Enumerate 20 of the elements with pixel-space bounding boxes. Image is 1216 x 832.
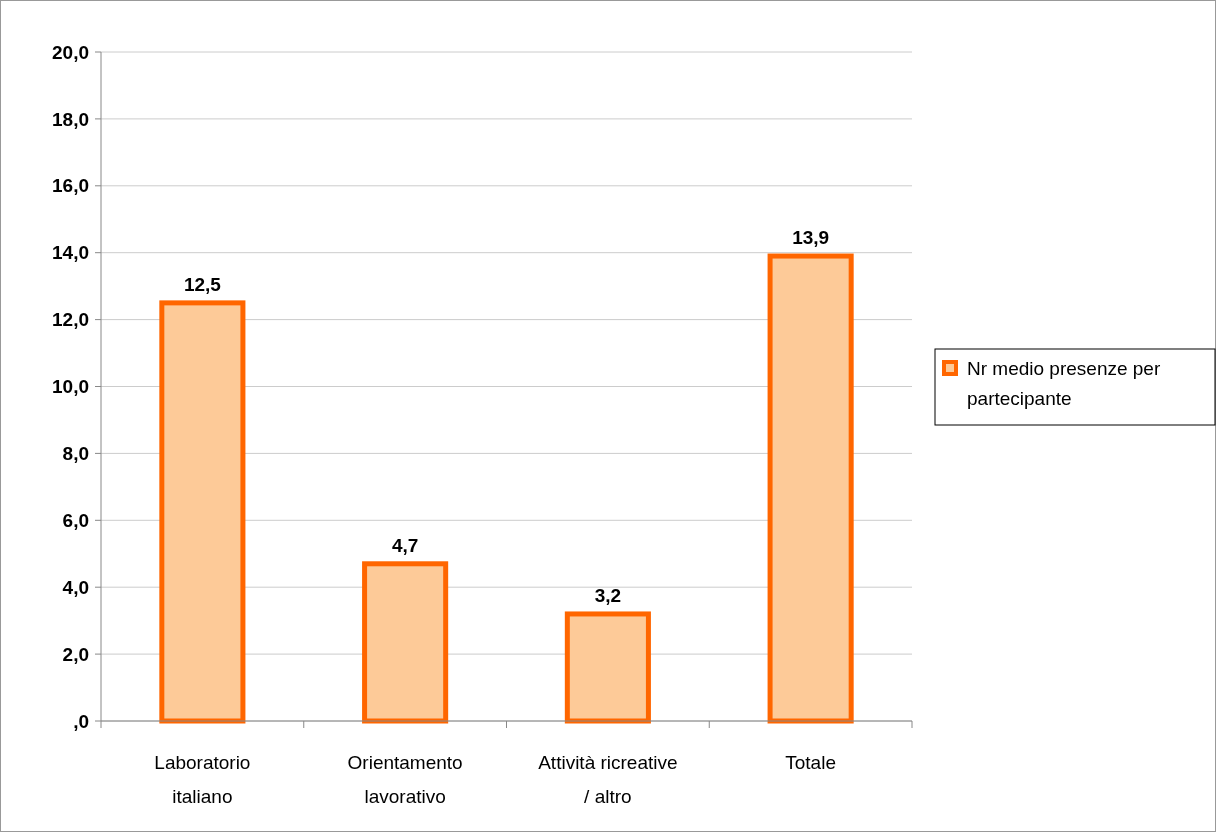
y-tick-label: 6,0 [62, 509, 89, 531]
y-tick-label: 20,0 [52, 41, 89, 63]
y-tick-label: 10,0 [52, 376, 89, 398]
data-label: 12,5 [183, 273, 222, 295]
y-tick-label: 2,0 [62, 643, 89, 665]
y-tick-label: 16,0 [52, 175, 89, 197]
data-label: 13,9 [792, 227, 830, 249]
x-tick-label: Laboratorio italiano [154, 752, 251, 807]
y-tick-label: 8,0 [62, 443, 89, 465]
y-tick-label: 14,0 [52, 242, 89, 264]
data-label: 3,2 [594, 584, 622, 606]
y-tick-label: 4,0 [62, 576, 89, 598]
y-tick-label: 18,0 [52, 108, 89, 130]
data-label: 4,7 [391, 534, 419, 556]
legend-label: Nr medio presenze per partecipante [967, 358, 1161, 409]
x-tick-label: Totale [785, 752, 836, 773]
y-tick-label: ,0 [73, 710, 89, 732]
y-tick-label: 12,0 [52, 309, 89, 331]
x-tick-label: Attività ricreative / altro [538, 752, 678, 807]
x-tick-label: Orientamento lavorativo [347, 752, 463, 807]
